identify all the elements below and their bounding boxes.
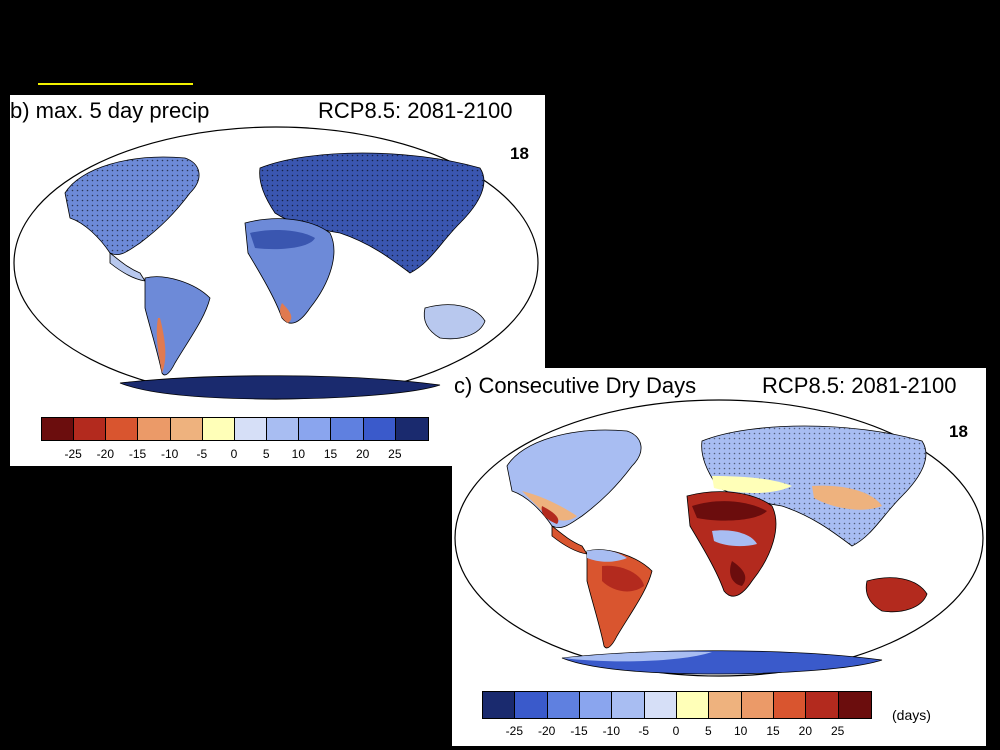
colorbar-swatch <box>483 692 516 718</box>
colorbar-swatch <box>709 692 742 718</box>
colorbar-swatch <box>202 418 235 440</box>
colorbar-tick-label: 15 <box>323 447 338 461</box>
colorbar-swatch <box>773 692 807 718</box>
colorbar-swatch <box>741 692 774 718</box>
colorbar-swatch <box>547 692 580 718</box>
continent-antarctica <box>119 375 441 400</box>
colorbar-swatch <box>515 692 548 718</box>
accent-underline <box>38 83 193 85</box>
colorbar-tick-label: -25 <box>505 724 523 738</box>
colorbar-tick-label: 10 <box>291 447 306 461</box>
colorbar-swatch <box>644 692 677 718</box>
colorbar-tick-label: 5 <box>704 724 712 738</box>
colorbar-ticks: -25 -20 -15 -10 -5 0 5 10 15 20 25 <box>41 447 427 461</box>
colorbar-swatch <box>170 418 203 440</box>
units-label: (days) <box>892 707 931 723</box>
colorbar-ticks: -25 -20 -15 -10 -5 0 5 10 15 20 25 <box>482 724 870 738</box>
colorbar-tick-label: -15 <box>570 724 588 738</box>
colorbar-tick-label: -20 <box>537 724 556 738</box>
colorbar-swatch <box>299 418 332 440</box>
model-count: 18 <box>510 144 529 163</box>
colorbar-tick-label: 25 <box>830 724 845 738</box>
colorbar-tick-label: -10 <box>160 447 179 461</box>
colorbar-swatch <box>331 418 364 440</box>
colorbar-swatch <box>676 692 710 718</box>
colorbar-tick-label: -5 <box>196 447 208 461</box>
colorbar-tick-label: -10 <box>602 724 620 738</box>
model-count: 18 <box>949 422 968 441</box>
scenario-label: RCP8.5: 2081-2100 <box>318 98 513 123</box>
colorbar-swatch <box>363 418 396 440</box>
colorbar-tick-label: 15 <box>766 724 780 738</box>
colorbar-swatch <box>42 418 75 440</box>
colorbar-tick-label: -15 <box>128 447 147 461</box>
map-panel-consecutive-dry-days: c) Consecutive Dry Days RCP8.5: 2081-210… <box>452 368 986 746</box>
colorbar-tick-label: 10 <box>733 724 748 738</box>
colorbar-tick-label: -20 <box>96 447 114 461</box>
scenario-label: RCP8.5: 2081-2100 <box>762 373 957 398</box>
colorbar <box>482 691 872 719</box>
map-panel-max-5-day-precip: b) max. 5 day precip RCP8.5: 2081-2100 1… <box>10 95 545 466</box>
colorbar-swatch <box>74 418 107 440</box>
colorbar-tick-label: -5 <box>638 724 649 738</box>
colorbar-tick-label: 20 <box>355 447 370 461</box>
panel-label: c) Consecutive Dry Days <box>454 373 697 398</box>
colorbar-swatch <box>806 692 839 718</box>
colorbar <box>41 417 429 441</box>
colorbar-swatch <box>395 418 428 440</box>
panel-label: b) max. 5 day precip <box>10 98 210 123</box>
colorbar-tick-label: 20 <box>798 724 813 738</box>
colorbar-swatch <box>267 418 300 440</box>
world-map-precip <box>13 126 539 400</box>
colorbar-swatch <box>579 692 613 718</box>
colorbar-tick-label: 25 <box>388 447 402 461</box>
colorbar-tick-label: 0 <box>230 447 238 461</box>
colorbar-tick-label: -25 <box>64 447 82 461</box>
world-map-dry-days <box>454 399 984 677</box>
continent-australia <box>423 304 486 340</box>
colorbar-tick-label: 5 <box>262 447 270 461</box>
colorbar-tick-label: 0 <box>672 724 680 738</box>
colorbar-swatch <box>838 692 871 718</box>
colorbar-swatch <box>234 418 268 440</box>
colorbar-swatch <box>138 418 171 440</box>
continent-australia <box>865 577 928 613</box>
colorbar-swatch <box>612 692 645 718</box>
colorbar-swatch <box>106 418 139 440</box>
